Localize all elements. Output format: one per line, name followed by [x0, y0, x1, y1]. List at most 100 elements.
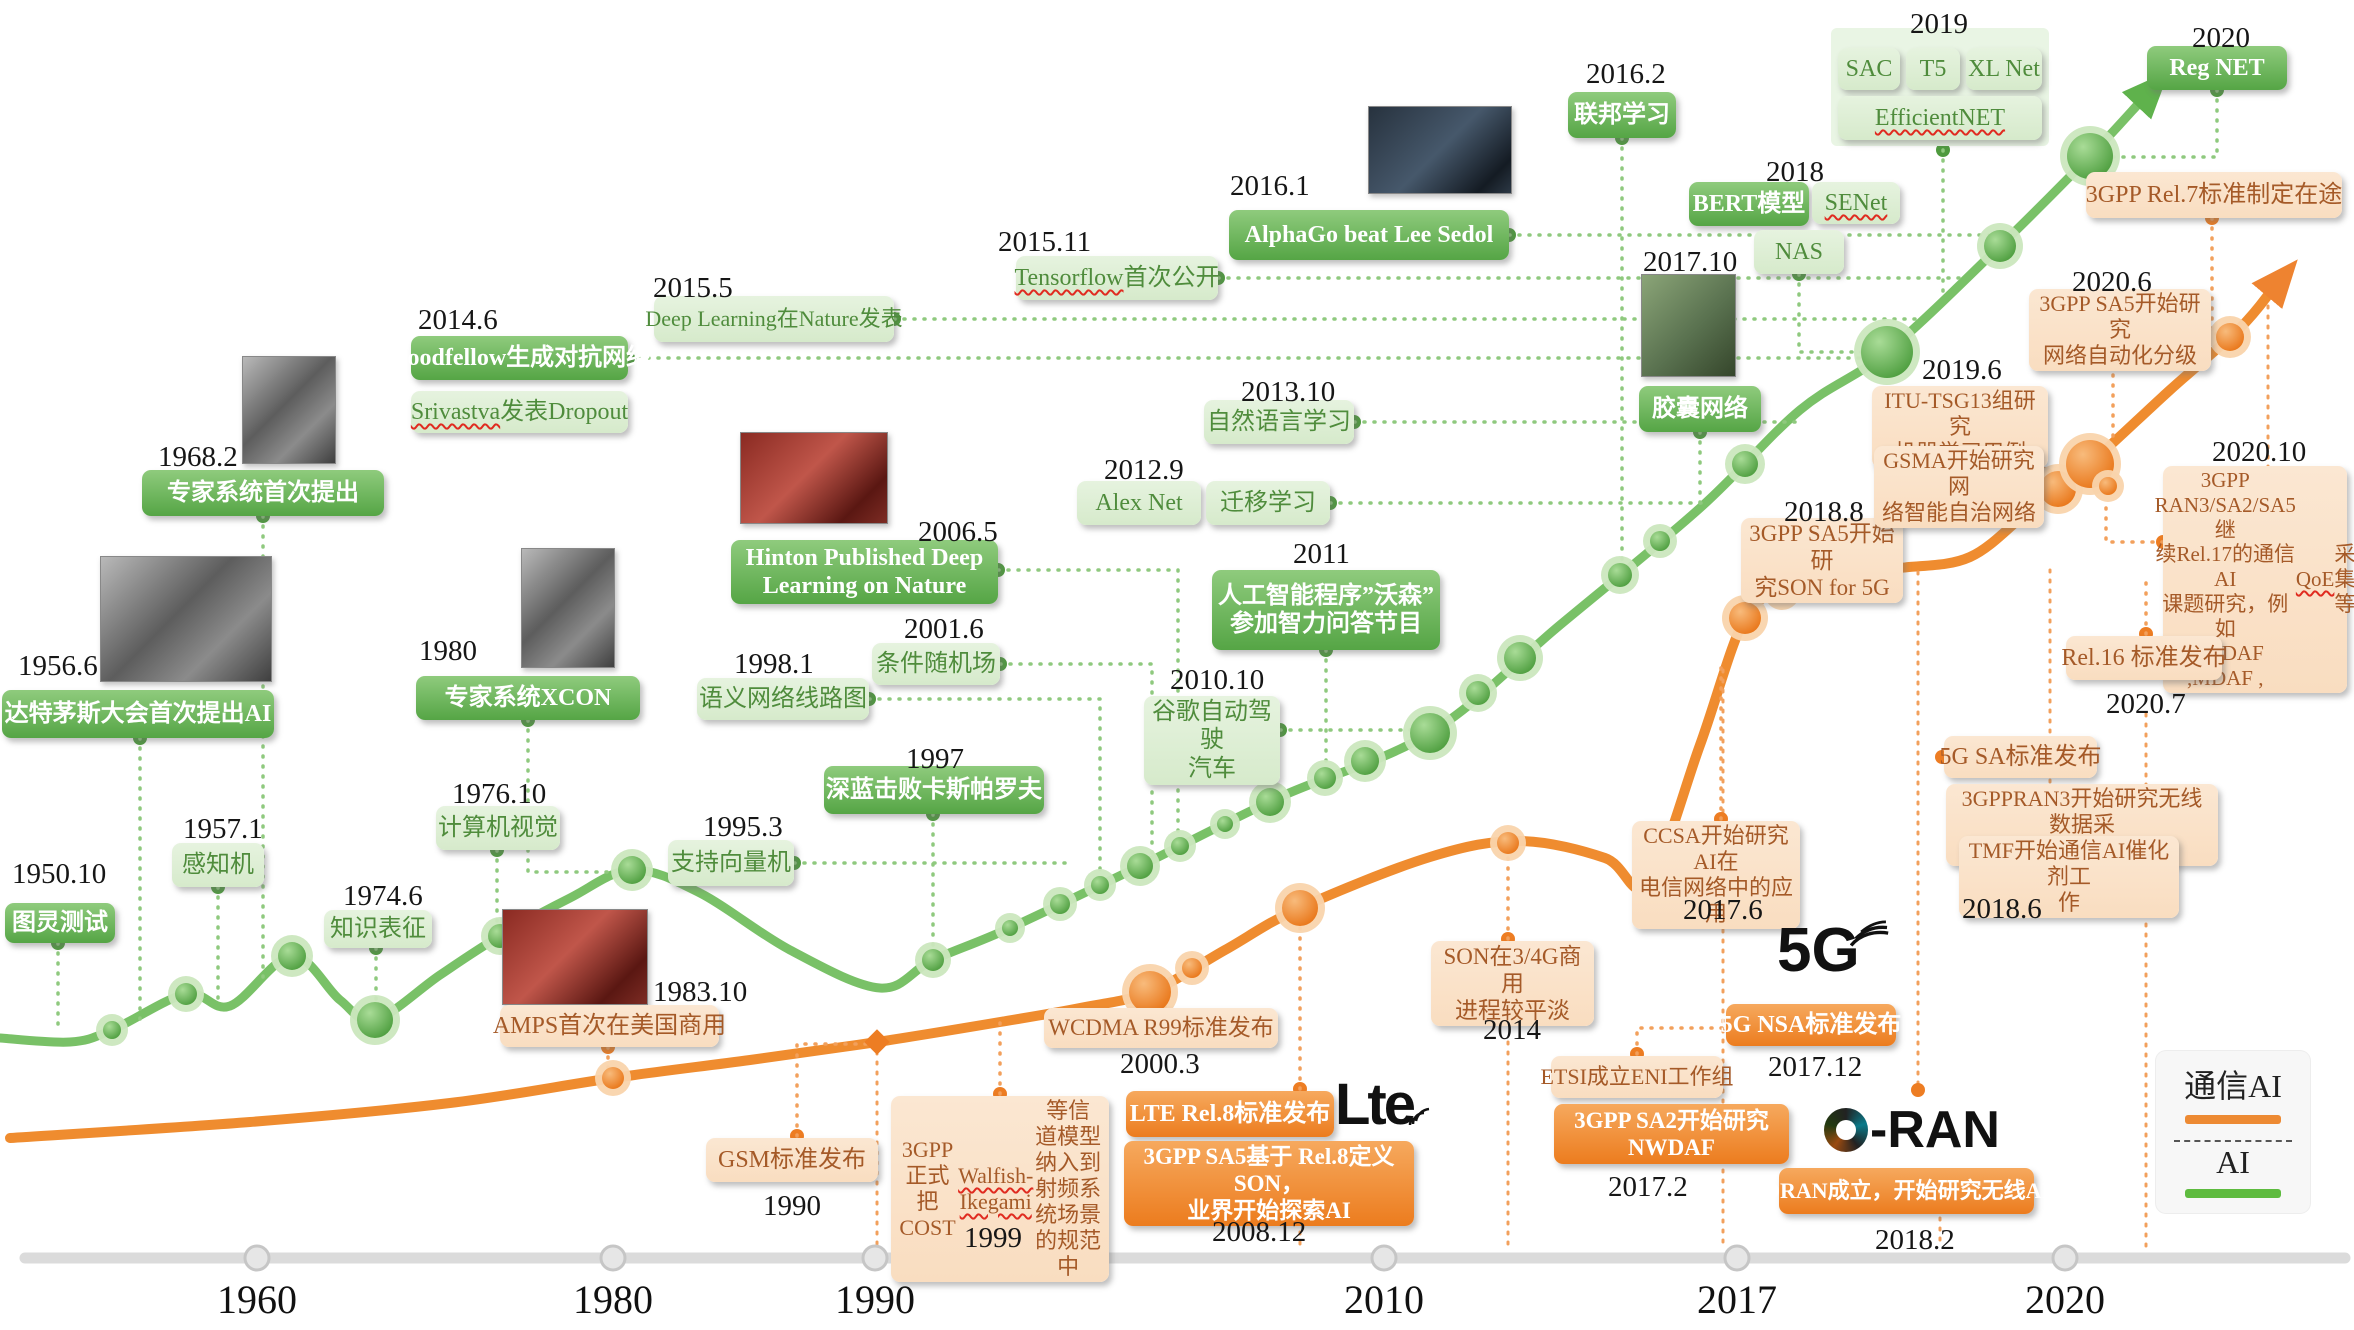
ai-curve-node: [1256, 788, 1284, 816]
telecom-curve-node: [1129, 971, 1171, 1013]
dartmouth-photo: [100, 556, 272, 682]
telecom-curve: [5, 259, 2298, 1143]
ai-curve-node: [2067, 133, 2113, 179]
svm-box: 支持向量机: [668, 840, 794, 886]
efficientnet-box: EfficientNET: [1838, 96, 2042, 140]
ai-curve-node: [278, 942, 306, 970]
cost-model-box: 3GPP正式把COST Walfish-Ikegami 等信 道模型纳入到射频系 统场景…: [891, 1096, 1109, 1282]
5g-signal-arcs-icon: [1849, 920, 1889, 947]
etsi-eni-connector: [1635, 1026, 1725, 1056]
amps-car-photo: [502, 909, 648, 1005]
gsm-connector: [795, 1042, 879, 1138]
tensorflow-date: 2015.11: [998, 226, 1092, 258]
oran-o-mark-icon: [1824, 1108, 1868, 1152]
google-car-box: 谷歌自动驾驶 汽车: [1144, 696, 1280, 785]
ai-curve-node: [175, 983, 197, 1005]
gsm-date: 1990: [763, 1190, 821, 1222]
gan-box: Goodfellow生成对抗网络: [389, 336, 650, 380]
legend-divider: [2174, 1140, 2292, 1142]
connector-dot: [1911, 1083, 1925, 1097]
son-for-5g-box: 3GPP SA5开始研 究SON for 5G: [1741, 518, 1903, 604]
hinton-nature-date: 2006.5: [918, 516, 998, 548]
ai-curve-node: [1984, 230, 2016, 262]
etsi-eni-box: ETSI成立ENI工作组: [1540, 1056, 1734, 1098]
wcdma-r99-date: 2000.3: [1120, 1048, 1200, 1080]
dl-nature-date: 2015.5: [653, 272, 733, 304]
deep-blue-date: 1997: [906, 743, 964, 775]
xcon-date: 1980: [419, 635, 477, 667]
capsule-net-date: 2017.10: [1643, 246, 1738, 278]
alphago-date: 2016.1: [1230, 170, 1310, 202]
ai-curve-node: [1217, 816, 1233, 832]
computer-vision-box: 计算机视觉: [436, 806, 560, 850]
5g-nsa-date: 2017.12: [1768, 1051, 1863, 1083]
hinton-2017-photo: [1641, 274, 1736, 377]
ccsa-date: 2017.6: [1683, 894, 1763, 926]
alphago-photo: [1368, 106, 1512, 194]
hinton-nature-box: Hinton Published Deep Learning on Nature: [731, 540, 998, 604]
dartmouth-date: 1956.6: [18, 650, 98, 682]
ai-curve-node: [1732, 451, 1758, 477]
computer-vision-date: 1976.10: [452, 778, 547, 810]
turing-test-date: 1950.10: [12, 858, 107, 890]
wcdma-r99-box: WCDMA R99标准发布: [1044, 1008, 1278, 1048]
sa5-son-date: 2008.12: [1212, 1216, 1307, 1248]
lte-logo-text: Lte: [1335, 1072, 1416, 1137]
semantic-net-box: 语义网络线路图: [697, 678, 869, 720]
regnet-box: Reg NET: [2147, 46, 2287, 90]
perceptron-date: 1957.1: [183, 813, 263, 845]
bert-box: BERT模型: [1689, 182, 1809, 226]
5g-logo-text: 5G: [1777, 916, 1860, 985]
gsm-diamond-marker: [864, 1029, 890, 1055]
dartmouth-box: 达特茅斯大会首次提出AI: [2, 690, 274, 738]
xcon-box: 专家系统XCON: [416, 676, 640, 720]
google-car-date: 2010.10: [1170, 664, 1265, 696]
ai-curve-node: [1050, 894, 1070, 914]
rel16-date: 2020.7: [2106, 688, 2186, 720]
tmf-box: TMF开始通信AI催化剂工作: [1959, 836, 2179, 918]
son-34g-box: SON在3/4G商用 进程较平淡: [1431, 941, 1594, 1027]
ai-curve-node: [922, 949, 944, 971]
ai-curve-node: [1504, 642, 1536, 674]
svm-date: 1995.3: [703, 811, 783, 843]
gsma-box: GSMA开始研究网 络智能自治网络: [1874, 446, 2044, 528]
oran-logo: -RAN: [1824, 1101, 2014, 1159]
dl-nature-box: Deep Learning在Nature发表: [645, 296, 903, 342]
axis-tick-label-1960: 1960: [217, 1277, 297, 1322]
telecom-curve-node: [2216, 323, 2244, 351]
ai-curve-node: [1861, 326, 1913, 378]
axis-marker-1990: [861, 1244, 889, 1272]
ai-curve-node: [1351, 747, 1379, 775]
oran-found-date: 2018.2: [1875, 1224, 1955, 1256]
tensorflow-box: Tensorflow 首次公开: [1015, 256, 1219, 300]
ai-curve-node: [1410, 713, 1450, 753]
ai-curve-node: [1608, 563, 1632, 587]
ccsa-box: CCSA开始研究AI在 电信网络中的应用: [1632, 821, 1800, 929]
turing-test-box: 图灵测试: [5, 903, 115, 943]
rel17-study-connector: [2104, 498, 2165, 544]
xcon-connector: [526, 718, 634, 874]
axis-tick-label-1990: 1990: [835, 1277, 915, 1322]
federated-learning-box: 联邦学习: [1568, 92, 1676, 138]
ai-curve-node: [1127, 853, 1153, 879]
legend-bar-telecom-ai: [2185, 1115, 2281, 1124]
perceptron-box: 感知机: [172, 843, 264, 887]
axis-tick-label-1980: 1980: [573, 1277, 653, 1322]
amps-box: AMPS首次在美国商用: [493, 1005, 726, 1047]
rel7-box: 3GPP Rel.7标准制定在途: [2086, 172, 2342, 218]
ai-curve-node: [357, 1002, 393, 1038]
crf-connector: [998, 662, 1154, 862]
telecom-curve-node: [1182, 958, 1202, 978]
telecom-curve-node: [2099, 477, 2117, 495]
sa5-son-box: 3GPP SA5基于 Rel.8定义SON， 业界开始探索AI: [1124, 1141, 1414, 1227]
feigenbaum-photo: [242, 356, 336, 464]
crf-box: 条件随机场: [872, 643, 1000, 685]
t5-box: T5: [1906, 48, 1960, 90]
federated-learning-date: 2016.2: [1586, 58, 1666, 90]
hinton-photo: [740, 432, 888, 524]
legend-label-ai: AI: [2216, 1144, 2250, 1180]
son-34g-date: 2014: [1483, 1014, 1541, 1046]
expert-system-box: 专家系统首次提出: [142, 470, 384, 516]
ai-curve-node: [103, 1021, 121, 1039]
